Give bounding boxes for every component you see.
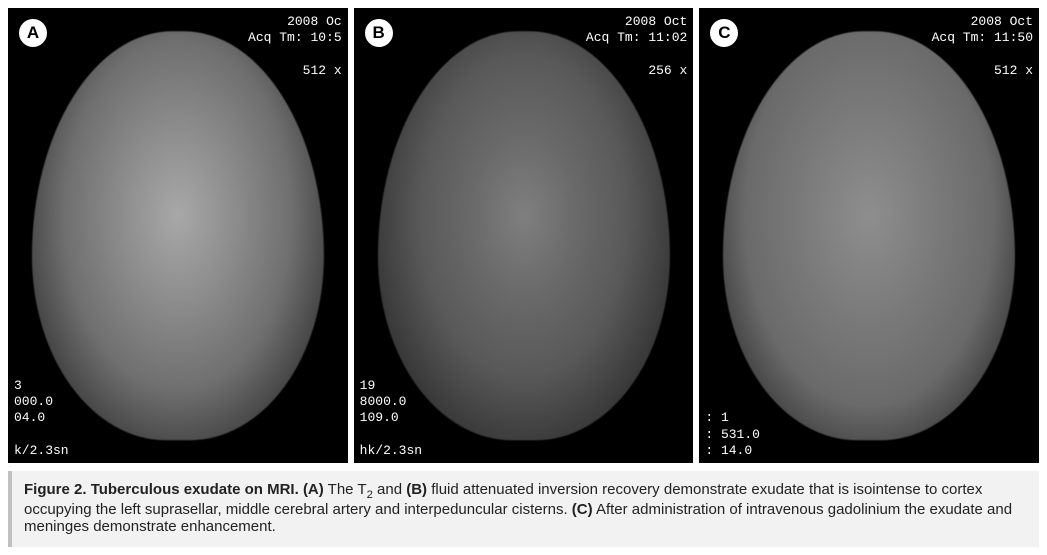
panel-letter-b: B bbox=[373, 23, 385, 43]
ov-a-bl3: 04.0 bbox=[14, 410, 45, 425]
ov-b-tr1: 2008 Oct bbox=[625, 14, 687, 29]
ov-a-bl4: k/2.3sn bbox=[14, 443, 69, 458]
overlay-bottom-left-b: 19 8000.0 109.0 hk/2.3sn bbox=[360, 378, 422, 459]
mri-image-a bbox=[32, 31, 324, 441]
caption-text-a-post: and bbox=[373, 481, 406, 498]
panel-row: A 2008 Oc Acq Tm: 10:5 512 x 3 000.0 04.… bbox=[8, 8, 1039, 463]
ov-c-bl3: : 14.0 bbox=[705, 443, 752, 458]
ov-c-tr3: 512 x bbox=[994, 63, 1033, 78]
ov-b-tr2: Acq Tm: 11:02 bbox=[586, 30, 687, 45]
ov-b-bl4: hk/2.3sn bbox=[360, 443, 422, 458]
ov-c-tr2: Acq Tm: 11:50 bbox=[932, 30, 1033, 45]
ov-c-bl1: : 1 bbox=[705, 410, 728, 425]
ov-b-bl2: 8000.0 bbox=[360, 394, 407, 409]
ov-a-tr3: 512 x bbox=[303, 63, 342, 78]
panel-badge-c: C bbox=[709, 18, 739, 48]
panel-letter-a: A bbox=[27, 23, 39, 43]
figure-container: A 2008 Oc Acq Tm: 10:5 512 x 3 000.0 04.… bbox=[0, 0, 1047, 555]
panel-b: B 2008 Oct Acq Tm: 11:02 256 x 19 8000.0… bbox=[354, 8, 694, 463]
panel-a: A 2008 Oc Acq Tm: 10:5 512 x 3 000.0 04.… bbox=[8, 8, 348, 463]
overlay-bottom-left-c: : 1 : 531.0 : 14.0 bbox=[705, 410, 760, 459]
mri-image-c bbox=[723, 31, 1015, 441]
caption-letter-a: (A) bbox=[303, 481, 324, 498]
caption-letter-c: (C) bbox=[572, 501, 593, 518]
caption-letter-b: (B) bbox=[406, 481, 427, 498]
ov-a-tr2: Acq Tm: 10:5 bbox=[248, 30, 342, 45]
caption-figure-title: Tuberculous exudate on MRI. bbox=[91, 481, 299, 498]
panel-letter-c: C bbox=[718, 23, 730, 43]
caption-text-a-pre: The T bbox=[324, 481, 367, 498]
caption-figure-label: Figure 2. bbox=[24, 481, 87, 498]
ov-b-bl3: 109.0 bbox=[360, 410, 399, 425]
ov-c-tr1: 2008 Oct bbox=[971, 14, 1033, 29]
panel-badge-a: A bbox=[18, 18, 48, 48]
ov-a-bl1: 3 bbox=[14, 378, 22, 393]
panel-c: C 2008 Oct Acq Tm: 11:50 512 x : 1 : 531… bbox=[699, 8, 1039, 463]
ov-b-bl1: 19 bbox=[360, 378, 376, 393]
overlay-bottom-left-a: 3 000.0 04.0 k/2.3sn bbox=[14, 378, 69, 459]
panel-badge-b: B bbox=[364, 18, 394, 48]
overlay-top-right-a: 2008 Oc Acq Tm: 10:5 512 x bbox=[248, 14, 342, 79]
ov-a-tr1: 2008 Oc bbox=[287, 14, 342, 29]
ov-a-bl2: 000.0 bbox=[14, 394, 53, 409]
figure-caption: Figure 2. Tuberculous exudate on MRI. (A… bbox=[8, 471, 1039, 547]
overlay-top-right-b: 2008 Oct Acq Tm: 11:02 256 x bbox=[586, 14, 687, 79]
ov-c-bl2: : 531.0 bbox=[705, 427, 760, 442]
ov-b-tr3: 256 x bbox=[648, 63, 687, 78]
overlay-top-right-c: 2008 Oct Acq Tm: 11:50 512 x bbox=[932, 14, 1033, 79]
